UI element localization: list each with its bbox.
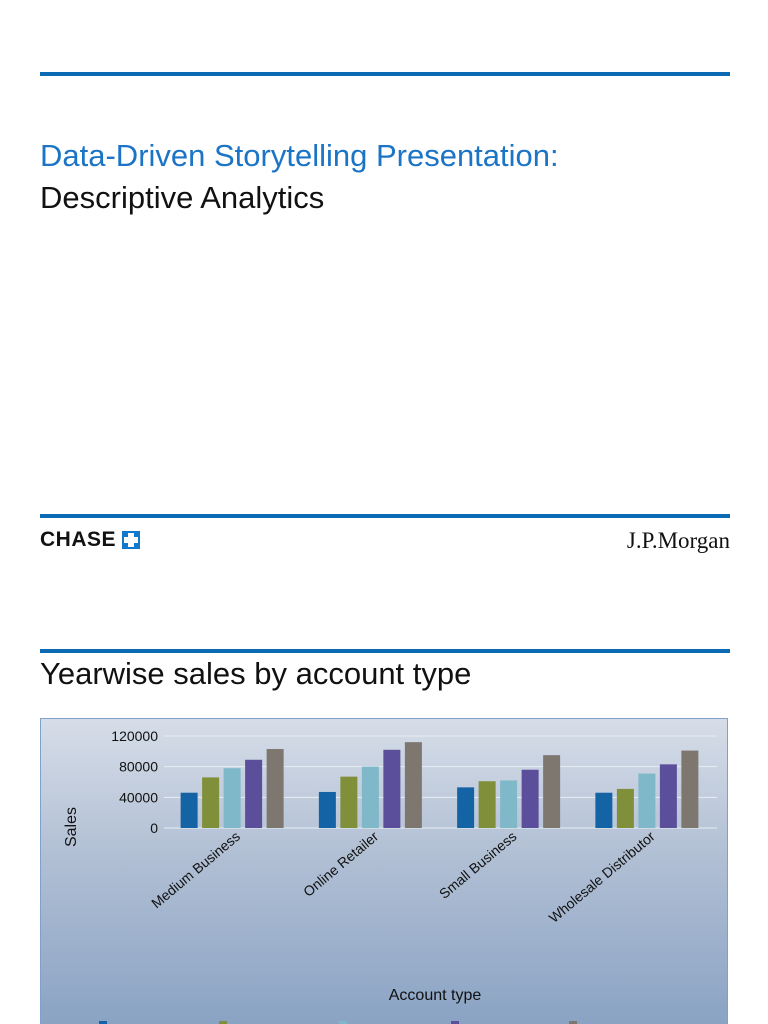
bar (223, 768, 241, 828)
x-tick-label: Wholesale Distributor (546, 828, 658, 926)
slide2-top-rule (40, 649, 730, 653)
bar (616, 788, 634, 828)
bar (457, 787, 475, 828)
bar (521, 769, 539, 828)
x-axis-title: Account type (389, 987, 482, 1004)
slide-subtitle: Descriptive Analytics (40, 180, 325, 215)
legend-swatch (219, 1021, 227, 1024)
bar (478, 781, 496, 828)
x-tick-label: Small Business (436, 828, 520, 902)
bar (638, 773, 656, 828)
jpmorgan-logo: J.P.Morgan (626, 528, 730, 553)
slide-title: Data-Driven Storytelling Presentation: (40, 138, 559, 173)
y-axis-title: Sales (63, 807, 80, 847)
legend-swatch (99, 1021, 107, 1024)
y-tick-label: 80000 (119, 759, 158, 775)
bar (500, 780, 518, 828)
bar (595, 792, 613, 828)
chart-slide-title: Yearwise sales by account type (40, 656, 472, 691)
bar (266, 749, 284, 828)
legend-swatch (339, 1021, 347, 1024)
x-tick-label: Online Retailer (300, 828, 381, 900)
bar (404, 742, 422, 828)
bar (202, 777, 220, 828)
bar (681, 750, 699, 828)
top-rule (40, 72, 730, 76)
chase-logo: CHASE (40, 528, 141, 552)
bar (318, 791, 336, 828)
y-tick-label: 40000 (119, 789, 158, 805)
bar (361, 766, 379, 828)
bar (245, 759, 263, 828)
legend-swatch (451, 1021, 459, 1024)
chase-wordmark: CHASE (40, 528, 117, 551)
bar (180, 792, 198, 828)
bar (543, 755, 561, 828)
bar (383, 749, 401, 828)
bar (659, 764, 677, 828)
y-tick-label: 0 (150, 820, 158, 836)
y-tick-label: 120000 (111, 728, 158, 744)
x-tick-label: Medium Business (148, 828, 243, 911)
bar-chart: 0 40000 80000 120000 Medium Business Online R… (63, 728, 717, 1024)
chart-area: 0 40000 80000 120000 Medium Business Online R… (40, 718, 728, 1024)
chase-octagon-icon (122, 531, 141, 549)
legend-swatch (569, 1021, 577, 1024)
bottom-rule (40, 514, 730, 518)
bar (340, 776, 358, 828)
